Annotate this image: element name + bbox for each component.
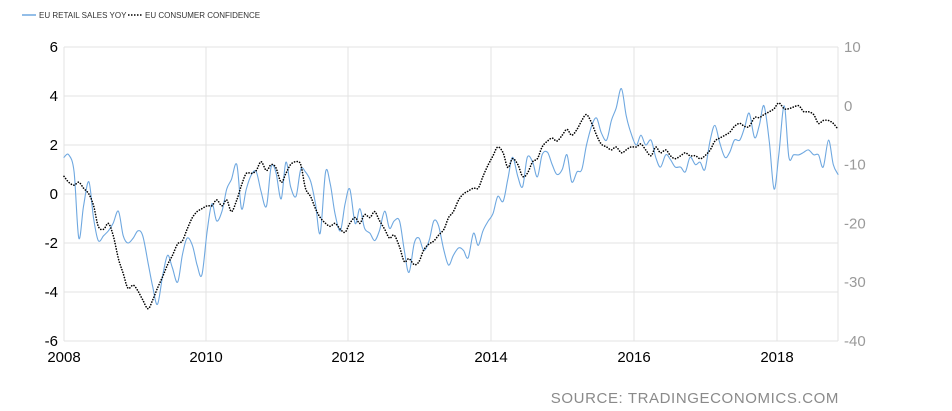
y-left-tick-label: 2 — [50, 137, 58, 154]
legend-label-consumer-confidence[interactable]: EU CONSUMER CONFIDENCE — [145, 11, 260, 20]
y-left-tick-label: 6 — [50, 39, 58, 56]
y-left-tick-label: -4 — [45, 284, 58, 301]
series-line-consumer-confidence[interactable] — [63, 102, 839, 310]
x-tick-label: 2012 — [331, 349, 364, 366]
x-tick-label: 2010 — [189, 349, 222, 366]
x-tick-label: 2016 — [617, 349, 650, 366]
legend: EU RETAIL SALES YOY EU CONSUMER CONFIDEN… — [22, 11, 260, 20]
grid — [63, 46, 839, 342]
x-tick-label: 2018 — [760, 349, 793, 366]
y-right-tick-label: -20 — [844, 215, 866, 232]
y-right-tick-label: -30 — [844, 274, 866, 291]
y-axis-right: -40 -30 -20 -10 0 10 — [844, 39, 866, 350]
series-line-retail-sales[interactable] — [63, 88, 839, 305]
y-left-tick-label: -2 — [45, 235, 58, 252]
y-left-tick-label: 0 — [50, 186, 58, 203]
y-left-tick-label: -6 — [45, 333, 58, 350]
x-axis: 2008 2010 2012 2014 2016 2018 — [47, 349, 793, 366]
series-layer — [63, 88, 839, 310]
y-axis-left: -6 -4 -2 0 2 4 6 — [45, 39, 58, 350]
y-right-tick-label: 0 — [844, 98, 852, 115]
y-right-tick-label: -40 — [844, 333, 866, 350]
y-left-tick-label: 4 — [50, 88, 58, 105]
legend-label-retail-sales[interactable]: EU RETAIL SALES YOY — [39, 11, 127, 20]
x-tick-label: 2014 — [474, 349, 507, 366]
y-right-tick-label: -10 — [844, 157, 866, 174]
x-tick-label: 2008 — [47, 349, 80, 366]
source-label: SOURCE: TRADINGECONOMICS.COM — [551, 390, 839, 407]
y-right-tick-label: 10 — [844, 39, 861, 56]
